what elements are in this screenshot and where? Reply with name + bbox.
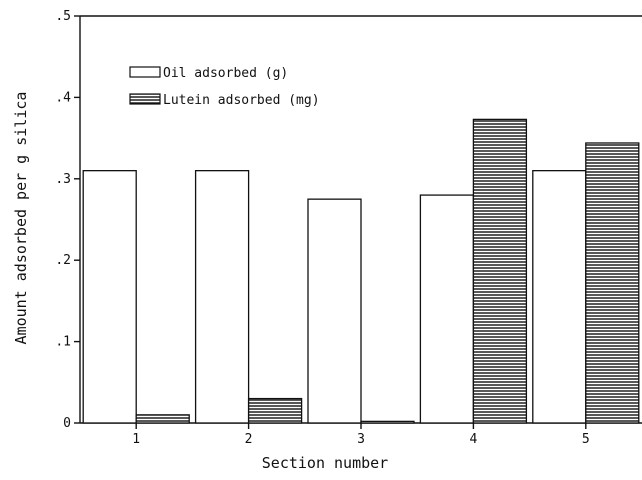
x-tick-label: 1: [132, 432, 140, 447]
legend-swatch-oil: [129, 66, 161, 78]
legend: Oil adsorbed (g) Lutein adsorbed (mg): [129, 66, 320, 108]
lutein-bar: [360, 420, 415, 424]
oil-bar: [194, 170, 250, 424]
y-tick-label: .1: [55, 335, 71, 350]
oil-bar: [419, 194, 475, 424]
lutein-bar: [135, 414, 190, 424]
legend-label-lutein: Lutein adsorbed (mg): [163, 93, 320, 108]
lutein-bar: [585, 142, 640, 424]
oil-bar: [82, 170, 137, 424]
bars: [82, 118, 640, 424]
x-tick-label: 5: [582, 432, 590, 447]
y-tick-label: .3: [55, 172, 71, 187]
x-axis-title: Section number: [262, 454, 388, 472]
x-tick-label: 4: [469, 432, 477, 447]
oil-bar: [532, 170, 587, 424]
x-axis-ticks: 1 2 3 4 5: [132, 423, 590, 447]
y-tick-label: .4: [55, 90, 71, 105]
x-tick-label: 3: [357, 432, 365, 447]
legend-swatch-lutein: [129, 93, 161, 105]
y-tick-label: 0: [63, 416, 71, 431]
y-tick-label: .5: [55, 9, 71, 24]
y-axis-title: Amount adsorbed per g silica: [12, 92, 30, 345]
oil-bar: [307, 198, 362, 424]
lutein-bar: [247, 397, 303, 424]
y-tick-label: .2: [55, 253, 71, 268]
lutein-bar: [472, 118, 528, 424]
y-axis-ticks: 0 .1 .2 .3 .4 .5: [55, 9, 80, 431]
legend-label-oil: Oil adsorbed (g): [163, 66, 288, 81]
x-tick-label: 2: [245, 432, 253, 447]
